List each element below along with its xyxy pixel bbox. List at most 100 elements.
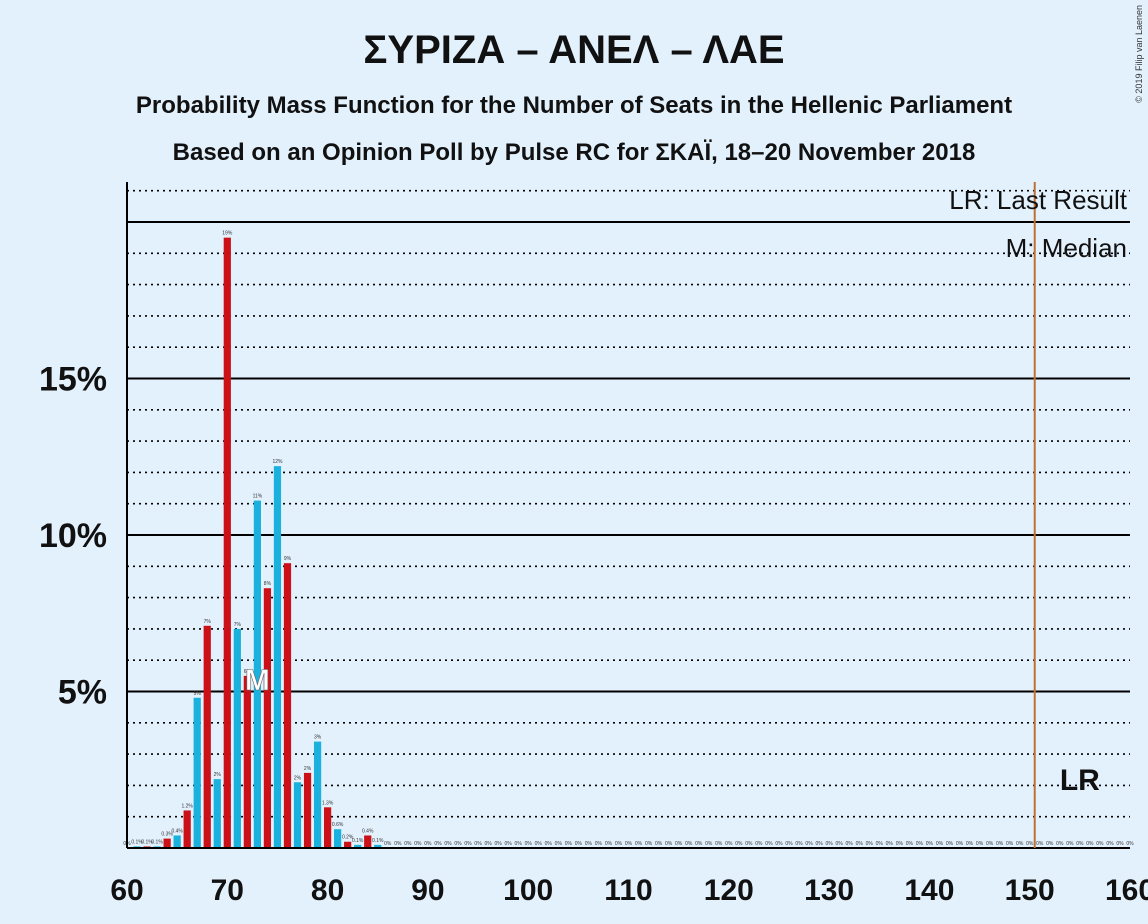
zero-label: 0% bbox=[866, 841, 874, 847]
bar bbox=[354, 844, 362, 848]
zero-label: 0% bbox=[494, 841, 502, 847]
zero-label: 0% bbox=[936, 841, 944, 847]
zero-label: 0% bbox=[1086, 841, 1094, 847]
zero-label: 0% bbox=[1116, 841, 1124, 847]
zero-label: 0% bbox=[545, 841, 553, 847]
zero-label: 0% bbox=[404, 841, 412, 847]
x-tick-label: 130 bbox=[804, 874, 854, 907]
zero-label: 0% bbox=[1046, 841, 1054, 847]
zero-label: 0% bbox=[615, 841, 623, 847]
bar bbox=[344, 841, 352, 848]
zero-label: 0% bbox=[414, 841, 422, 847]
bar bbox=[303, 772, 312, 848]
zero-label: 0% bbox=[1076, 841, 1084, 847]
bar-value-label: 0.4% bbox=[362, 828, 374, 834]
bar bbox=[323, 807, 332, 848]
bar bbox=[313, 741, 322, 848]
zero-label: 0% bbox=[916, 841, 924, 847]
bar bbox=[193, 697, 201, 848]
zero-label: 0% bbox=[394, 841, 402, 847]
bar-value-label: 0.3% bbox=[161, 832, 173, 838]
bar-value-label: 0.1% bbox=[151, 839, 163, 845]
y-tick-label: 15% bbox=[39, 361, 107, 399]
chart-subtitle-source: Based on an Opinion Poll by Pulse RC for… bbox=[173, 139, 976, 166]
zero-label: 0% bbox=[525, 841, 533, 847]
bar-value-label: 3% bbox=[314, 735, 322, 741]
zero-label: 0% bbox=[735, 841, 743, 847]
zero-label: 0% bbox=[825, 841, 833, 847]
zero-label: 0% bbox=[896, 841, 904, 847]
bar-value-label: 0.1% bbox=[131, 839, 143, 845]
bar-value-label: 0.1% bbox=[141, 839, 153, 845]
zero-label: 0% bbox=[585, 841, 593, 847]
grid-lines bbox=[127, 189, 1130, 818]
zero-label: 0% bbox=[675, 841, 683, 847]
zero-label: 0% bbox=[575, 841, 583, 847]
legend-median: M: Median bbox=[1006, 233, 1127, 263]
zero-label: 0% bbox=[856, 841, 864, 847]
zero-label: 0% bbox=[986, 841, 994, 847]
zero-label: 0% bbox=[655, 841, 663, 847]
bar bbox=[233, 628, 241, 848]
zero-label: 0% bbox=[1036, 841, 1044, 847]
last-result-label: LR bbox=[1060, 764, 1100, 797]
bar bbox=[213, 779, 221, 848]
zero-label: 0% bbox=[625, 841, 633, 847]
y-tick-label: 5% bbox=[58, 674, 107, 712]
x-tick-label: 150 bbox=[1005, 874, 1055, 907]
chart-title: ΣΥΡΙΖΑ – ΑΝΕΛ – ΛΑΕ bbox=[363, 28, 784, 72]
zero-label: 0% bbox=[956, 841, 964, 847]
zero-label: 0% bbox=[705, 841, 713, 847]
bar bbox=[203, 625, 211, 848]
zero-label: 0% bbox=[966, 841, 974, 847]
zero-label: 0% bbox=[555, 841, 563, 847]
copyright: © 2019 Filip van Laenen bbox=[1134, 5, 1144, 103]
zero-label: 0% bbox=[1126, 841, 1134, 847]
bar-value-label: 0.2% bbox=[342, 835, 354, 841]
x-tick-label: 70 bbox=[211, 874, 244, 907]
y-axis-ticks: 5% 10% 15% bbox=[39, 361, 107, 712]
y-tick-label: 10% bbox=[39, 517, 107, 555]
bar bbox=[223, 237, 231, 848]
zero-label: 0% bbox=[474, 841, 482, 847]
bar-value-label: 1.2% bbox=[181, 803, 193, 809]
zero-label: 0% bbox=[996, 841, 1004, 847]
zero-label: 0% bbox=[906, 841, 914, 847]
bar-value-label: 8% bbox=[264, 581, 272, 587]
bar bbox=[263, 588, 272, 848]
x-tick-label: 80 bbox=[311, 874, 344, 907]
zero-label: 0% bbox=[926, 841, 934, 847]
bar bbox=[243, 675, 251, 848]
bar bbox=[334, 829, 342, 848]
bar bbox=[283, 563, 292, 848]
bar bbox=[173, 835, 181, 848]
bar-value-label: 2% bbox=[304, 766, 312, 772]
zero-label: 0% bbox=[605, 841, 613, 847]
x-tick-label: 90 bbox=[411, 874, 444, 907]
zero-label: 0% bbox=[505, 841, 513, 847]
x-tick-label: 140 bbox=[904, 874, 954, 907]
x-tick-label: 60 bbox=[110, 874, 143, 907]
zero-label: 0% bbox=[464, 841, 472, 847]
zero-label: 0% bbox=[765, 841, 773, 847]
zero-label: 0% bbox=[715, 841, 723, 847]
bar-value-label: 5% bbox=[194, 691, 202, 697]
bar-value-label: 7% bbox=[234, 622, 242, 628]
zero-label: 0% bbox=[535, 841, 543, 847]
bar-value-label: 2% bbox=[294, 775, 302, 781]
zero-label: 0% bbox=[595, 841, 603, 847]
zero-label: 0% bbox=[815, 841, 823, 847]
zero-label: 0% bbox=[755, 841, 763, 847]
zero-label: 0% bbox=[946, 841, 954, 847]
bar-value-label: 7% bbox=[204, 619, 212, 625]
zero-label: 0% bbox=[785, 841, 793, 847]
zero-label: 0% bbox=[424, 841, 432, 847]
zero-label: 0% bbox=[745, 841, 753, 847]
bar-value-label: 19% bbox=[222, 231, 233, 237]
bar-value-label: 12% bbox=[272, 459, 283, 465]
bar bbox=[163, 838, 171, 848]
bar-value-label: 0.6% bbox=[332, 822, 344, 828]
bar-value-label: 9% bbox=[284, 556, 292, 562]
zero-label: 0% bbox=[1006, 841, 1014, 847]
bar-value-label: 0.4% bbox=[171, 828, 183, 834]
